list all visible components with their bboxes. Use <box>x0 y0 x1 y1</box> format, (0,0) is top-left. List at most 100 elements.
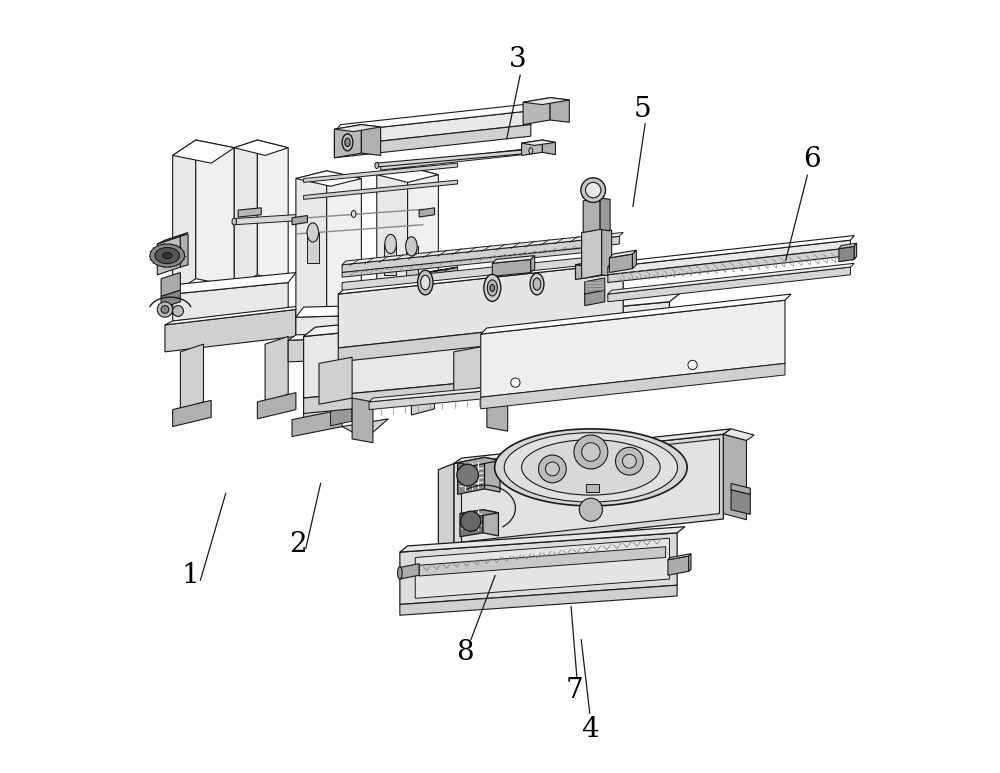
Polygon shape <box>334 103 537 132</box>
Text: 8: 8 <box>457 638 474 666</box>
Polygon shape <box>487 386 508 431</box>
Circle shape <box>157 301 173 317</box>
Polygon shape <box>304 301 669 398</box>
Polygon shape <box>523 97 550 124</box>
Polygon shape <box>600 198 610 231</box>
Polygon shape <box>334 124 361 158</box>
Polygon shape <box>165 309 296 352</box>
Polygon shape <box>582 229 602 279</box>
Circle shape <box>574 435 608 469</box>
Polygon shape <box>238 208 261 217</box>
Polygon shape <box>522 140 555 145</box>
Polygon shape <box>296 303 446 317</box>
Polygon shape <box>585 290 605 305</box>
Polygon shape <box>609 250 636 258</box>
Polygon shape <box>427 267 458 273</box>
Polygon shape <box>296 305 304 336</box>
Polygon shape <box>609 254 632 273</box>
Polygon shape <box>265 336 288 402</box>
Circle shape <box>511 378 520 387</box>
Text: 2: 2 <box>289 531 307 558</box>
Polygon shape <box>377 167 438 182</box>
Ellipse shape <box>398 567 402 579</box>
Polygon shape <box>406 247 418 278</box>
Polygon shape <box>492 379 523 398</box>
Polygon shape <box>460 509 498 516</box>
Polygon shape <box>419 208 435 217</box>
Circle shape <box>579 498 602 521</box>
Polygon shape <box>608 240 850 275</box>
Polygon shape <box>454 429 731 464</box>
Ellipse shape <box>490 284 495 291</box>
Polygon shape <box>608 236 854 267</box>
Polygon shape <box>369 371 658 402</box>
Polygon shape <box>492 260 531 277</box>
Circle shape <box>539 455 566 483</box>
Polygon shape <box>296 171 327 317</box>
Polygon shape <box>583 198 600 233</box>
Polygon shape <box>334 111 531 146</box>
Ellipse shape <box>418 271 433 295</box>
Ellipse shape <box>495 429 687 506</box>
Polygon shape <box>586 485 599 492</box>
Polygon shape <box>157 233 188 244</box>
Ellipse shape <box>342 134 353 151</box>
Ellipse shape <box>487 280 497 296</box>
Polygon shape <box>460 509 483 536</box>
Polygon shape <box>334 124 531 158</box>
Polygon shape <box>352 398 373 443</box>
Polygon shape <box>319 357 352 404</box>
Polygon shape <box>304 180 458 199</box>
Polygon shape <box>423 554 438 580</box>
Polygon shape <box>523 97 569 104</box>
Polygon shape <box>377 149 531 167</box>
Polygon shape <box>415 538 669 598</box>
Polygon shape <box>400 533 677 604</box>
Ellipse shape <box>533 278 541 290</box>
Polygon shape <box>632 250 636 269</box>
Polygon shape <box>342 233 623 265</box>
Polygon shape <box>304 163 458 182</box>
Circle shape <box>581 178 606 203</box>
Text: 1: 1 <box>181 562 199 589</box>
Polygon shape <box>288 329 454 340</box>
Ellipse shape <box>421 275 430 290</box>
Polygon shape <box>234 140 288 155</box>
Polygon shape <box>723 429 754 441</box>
Polygon shape <box>361 124 381 155</box>
Polygon shape <box>338 264 623 348</box>
Polygon shape <box>161 273 180 296</box>
Circle shape <box>161 305 169 313</box>
Polygon shape <box>485 458 500 492</box>
Polygon shape <box>400 564 419 579</box>
Polygon shape <box>257 140 288 282</box>
Polygon shape <box>839 243 857 249</box>
Polygon shape <box>288 334 446 362</box>
Polygon shape <box>173 140 234 163</box>
Ellipse shape <box>163 253 172 259</box>
Polygon shape <box>411 351 435 415</box>
Polygon shape <box>173 273 296 294</box>
Ellipse shape <box>307 223 319 242</box>
Polygon shape <box>668 556 689 575</box>
Polygon shape <box>483 509 498 536</box>
Polygon shape <box>292 410 342 437</box>
Polygon shape <box>292 216 307 225</box>
Polygon shape <box>668 553 691 560</box>
Polygon shape <box>419 547 666 576</box>
Polygon shape <box>731 484 750 494</box>
Polygon shape <box>352 404 360 421</box>
Text: 6: 6 <box>803 146 821 173</box>
Polygon shape <box>454 346 487 393</box>
Polygon shape <box>173 140 196 294</box>
Polygon shape <box>296 171 361 186</box>
Polygon shape <box>839 247 854 262</box>
Circle shape <box>622 455 636 468</box>
Polygon shape <box>384 244 396 275</box>
Polygon shape <box>196 140 234 286</box>
Polygon shape <box>585 278 605 294</box>
Polygon shape <box>331 407 352 426</box>
Polygon shape <box>180 234 188 267</box>
Polygon shape <box>427 270 446 289</box>
Polygon shape <box>575 261 620 267</box>
